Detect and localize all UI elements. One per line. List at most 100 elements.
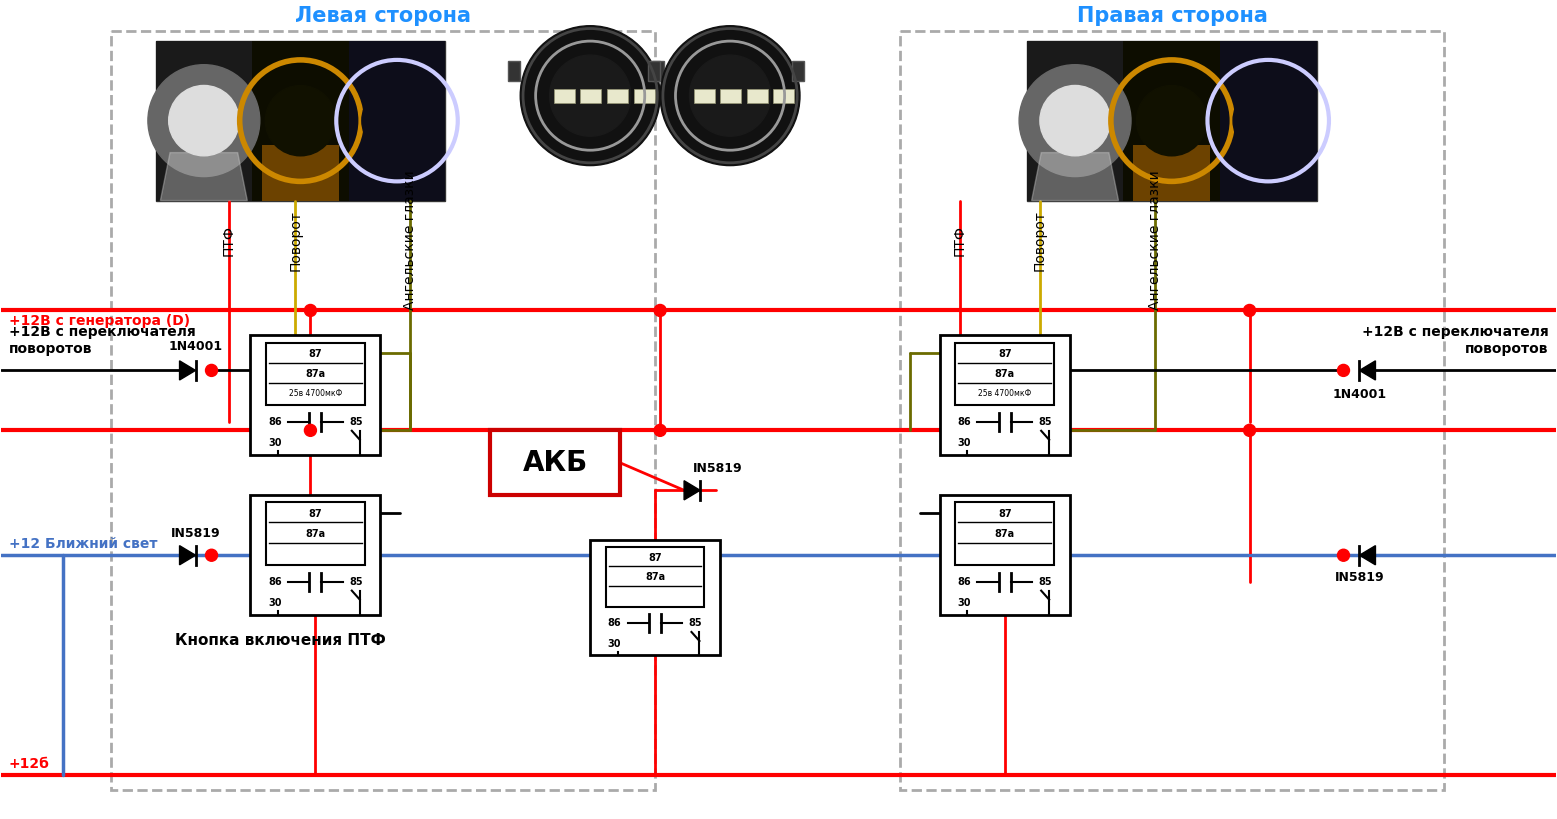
Bar — [262, 145, 339, 201]
Circle shape — [1020, 65, 1130, 177]
Text: Левая сторона: Левая сторона — [294, 6, 470, 25]
Bar — [490, 430, 620, 495]
Bar — [634, 88, 654, 102]
Bar — [607, 88, 627, 102]
Bar — [1133, 145, 1210, 201]
Text: 87: 87 — [308, 349, 322, 359]
Bar — [606, 547, 704, 607]
Circle shape — [168, 85, 240, 156]
Bar — [956, 342, 1054, 405]
Polygon shape — [1359, 545, 1375, 565]
Circle shape — [148, 65, 260, 177]
Text: АКБ: АКБ — [523, 449, 589, 477]
Bar — [956, 503, 1054, 565]
Text: IN5819: IN5819 — [1334, 571, 1384, 584]
Polygon shape — [1359, 361, 1375, 380]
Bar — [581, 88, 601, 102]
Text: 87: 87 — [308, 509, 322, 518]
Text: 30: 30 — [268, 598, 282, 609]
Circle shape — [520, 25, 660, 165]
Bar — [721, 88, 741, 102]
Text: 87а: 87а — [305, 528, 325, 539]
Circle shape — [305, 305, 316, 316]
Bar — [508, 61, 520, 81]
Text: 1N4001: 1N4001 — [168, 340, 223, 353]
Bar — [900, 31, 1445, 790]
Text: Ангельские глазки: Ангельские глазки — [1148, 170, 1162, 310]
Text: 30: 30 — [268, 438, 282, 448]
Circle shape — [1337, 550, 1350, 561]
Text: 87а: 87а — [305, 369, 325, 379]
Text: 85: 85 — [349, 577, 363, 586]
Bar — [349, 41, 445, 201]
Text: 25в 4700мкФ: 25в 4700мкФ — [288, 389, 343, 398]
Text: +12В с генератора (D): +12В с генератора (D) — [9, 314, 190, 328]
Bar — [590, 541, 719, 655]
Bar — [694, 88, 715, 102]
Text: 86: 86 — [268, 577, 282, 586]
Text: +12В с переключателя
поворотов: +12В с переключателя поворотов — [9, 325, 196, 355]
Text: +12В с переключателя
поворотов: +12В с переключателя поворотов — [1361, 325, 1548, 355]
Circle shape — [1233, 85, 1303, 156]
Text: Поворот: Поворот — [288, 210, 302, 271]
Circle shape — [305, 424, 316, 437]
Bar — [554, 88, 575, 102]
Bar — [648, 61, 660, 81]
Text: IN5819: IN5819 — [693, 462, 743, 475]
Bar — [156, 41, 445, 201]
Circle shape — [206, 364, 218, 377]
Bar — [1123, 41, 1221, 201]
Text: 87: 87 — [648, 553, 662, 563]
Polygon shape — [160, 152, 248, 201]
Text: 86: 86 — [958, 417, 972, 427]
Text: Правая сторона: Правая сторона — [1077, 6, 1267, 25]
Circle shape — [550, 55, 631, 136]
Bar — [266, 503, 364, 565]
Polygon shape — [179, 545, 196, 565]
Bar — [940, 336, 1070, 455]
Text: ПТФ: ПТФ — [953, 225, 967, 256]
Bar — [940, 495, 1070, 615]
Text: 87а: 87а — [995, 369, 1015, 379]
Text: +12б: +12б — [9, 757, 50, 771]
Circle shape — [361, 85, 433, 156]
Text: Ангельские глазки: Ангельские глазки — [403, 170, 417, 310]
Bar — [1221, 41, 1317, 201]
Bar — [266, 342, 364, 405]
Circle shape — [654, 305, 666, 316]
Text: 85: 85 — [1039, 577, 1053, 586]
Text: 1N4001: 1N4001 — [1333, 388, 1387, 400]
Bar — [747, 88, 768, 102]
Text: 86: 86 — [607, 618, 621, 628]
Circle shape — [1337, 364, 1350, 377]
Circle shape — [1244, 424, 1255, 437]
Circle shape — [690, 55, 771, 136]
Bar — [1026, 41, 1317, 201]
Bar — [111, 31, 655, 790]
Text: 30: 30 — [958, 438, 972, 448]
Bar — [252, 41, 349, 201]
Circle shape — [265, 85, 336, 156]
Text: 30: 30 — [958, 598, 972, 609]
Bar — [1026, 41, 1123, 201]
Circle shape — [1040, 85, 1110, 156]
Bar — [251, 336, 380, 455]
Text: ПТФ: ПТФ — [221, 225, 235, 256]
Polygon shape — [1032, 152, 1118, 201]
Text: 85: 85 — [349, 417, 363, 427]
Text: 30: 30 — [607, 639, 621, 649]
Bar — [774, 88, 794, 102]
Text: 25в 4700мкФ: 25в 4700мкФ — [978, 389, 1031, 398]
Text: 87а: 87а — [995, 528, 1015, 539]
Text: IN5819: IN5819 — [171, 527, 221, 540]
Text: 86: 86 — [268, 417, 282, 427]
Text: 87: 87 — [998, 509, 1012, 518]
Circle shape — [1244, 305, 1255, 316]
Bar — [251, 495, 380, 615]
Text: Кнопка включения ПТФ: Кнопка включения ПТФ — [174, 632, 386, 648]
Bar — [156, 41, 252, 201]
Circle shape — [206, 550, 218, 561]
Bar — [652, 61, 665, 81]
Text: 86: 86 — [958, 577, 972, 586]
Polygon shape — [684, 481, 701, 500]
